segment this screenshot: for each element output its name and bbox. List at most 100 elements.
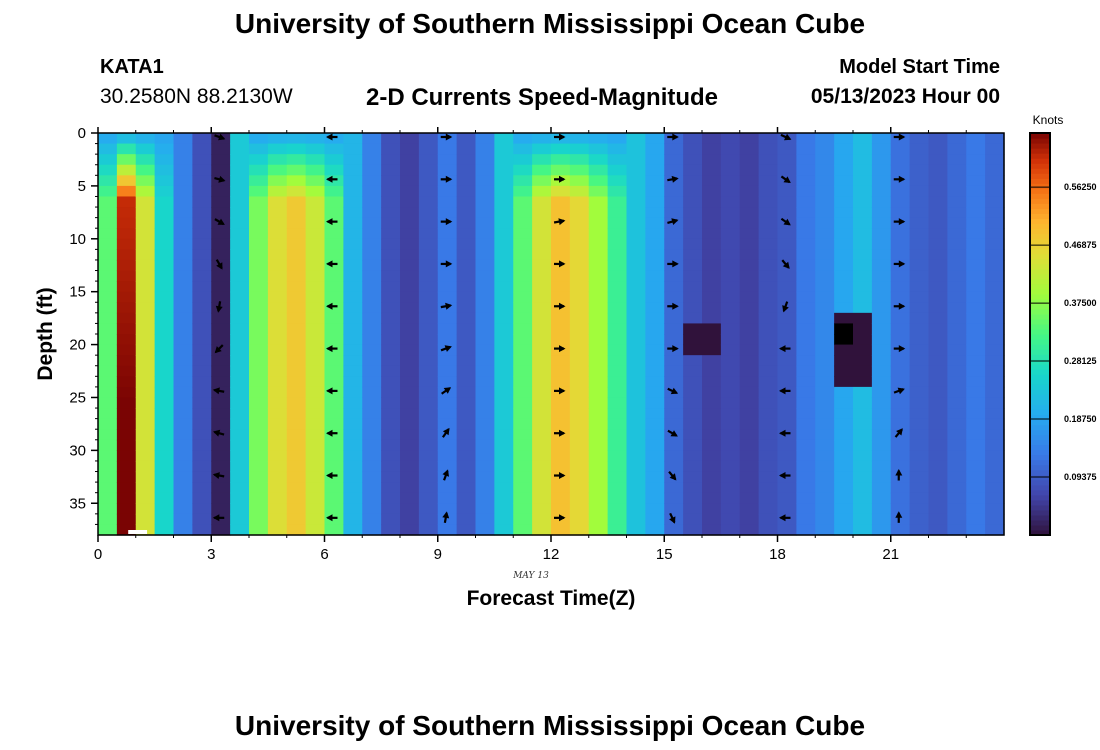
- heatmap-cell: [551, 439, 571, 451]
- heatmap-cell: [720, 355, 741, 367]
- heatmap-cell: [758, 397, 779, 409]
- heatmap-cell: [909, 238, 930, 250]
- heatmap-cell: [286, 450, 307, 462]
- heatmap-cell: [513, 270, 533, 282]
- heatmap-cell: [267, 334, 288, 346]
- heatmap-cell: [532, 503, 552, 515]
- heatmap-cell: [98, 439, 118, 451]
- heatmap-cell: [305, 460, 326, 473]
- heatmap-cell: [720, 460, 741, 473]
- heatmap-cell: [871, 471, 892, 483]
- heatmap-cell: [928, 513, 948, 526]
- heatmap-cell: [966, 376, 986, 388]
- heatmap-cell: [211, 355, 231, 367]
- heatmap-cell: [588, 492, 609, 504]
- heatmap-cell: [853, 408, 873, 420]
- heatmap-cell: [98, 164, 118, 176]
- heatmap-cell: [815, 196, 835, 208]
- heatmap-cell: [249, 259, 269, 272]
- heatmap-cell: [362, 418, 382, 430]
- heatmap-cell: [702, 460, 722, 473]
- heatmap-cell: [569, 217, 590, 229]
- heatmap-cell: [871, 238, 892, 250]
- heatmap-cell: [569, 397, 590, 409]
- colorbar-segment: [1030, 273, 1050, 280]
- heatmap-cell: [853, 492, 873, 504]
- heatmap-cell: [456, 376, 477, 388]
- heatmap-cell: [211, 376, 231, 388]
- heatmap-cell: [569, 492, 590, 504]
- heatmap-cell: [362, 196, 382, 208]
- heatmap-cell: [211, 397, 231, 409]
- current-vector-arrow: [779, 345, 791, 353]
- heatmap-cell: [720, 450, 741, 462]
- heatmap-cell: [777, 471, 797, 483]
- heatmap-cell: [116, 238, 137, 250]
- heatmap-cell: [683, 450, 703, 462]
- heatmap-cell: [720, 143, 741, 155]
- heatmap-cell: [947, 175, 967, 187]
- heatmap-cell: [475, 302, 495, 314]
- heatmap-cell: [683, 397, 703, 409]
- y-tick-label: 30: [69, 442, 86, 459]
- heatmap-cell: [513, 175, 533, 187]
- heatmap-cell: [324, 429, 344, 441]
- colorbar-segment: [1030, 349, 1050, 355]
- heatmap-cell: [551, 196, 571, 208]
- current-vector-arrow: [213, 429, 225, 437]
- heatmap-cell: [739, 524, 760, 536]
- heatmap-cell: [305, 418, 326, 430]
- heatmap-cell: [381, 207, 401, 219]
- heatmap-cell: [834, 439, 854, 451]
- heatmap-cell: [381, 291, 401, 303]
- heatmap-cell: [400, 429, 420, 441]
- heatmap-cell: [418, 249, 439, 261]
- heatmap-cell: [720, 323, 741, 335]
- heatmap-cell: [626, 429, 646, 441]
- heatmap-cell: [985, 270, 1005, 282]
- heatmap-cell: [588, 185, 609, 198]
- heatmap-cell: [702, 302, 722, 314]
- heatmap-cell: [720, 217, 741, 229]
- heatmap-cell: [702, 270, 722, 282]
- heatmap-cell: [418, 133, 439, 145]
- heatmap-cell: [909, 270, 930, 282]
- heatmap-cell: [249, 386, 269, 399]
- heatmap-cell: [777, 450, 797, 462]
- colorbar-segment: [1030, 364, 1050, 370]
- heatmap-cell: [966, 397, 986, 409]
- heatmap-cell: [532, 492, 552, 504]
- current-vector-arrow: [895, 469, 903, 481]
- heatmap-cell: [947, 143, 967, 155]
- heatmap-cell: [532, 217, 552, 229]
- heatmap-cell: [834, 365, 854, 377]
- colorbar-segment: [1030, 238, 1050, 245]
- heatmap-cell: [645, 376, 665, 388]
- heatmap-cell: [626, 302, 646, 314]
- heatmap-cell: [683, 185, 703, 198]
- heatmap-cell: [532, 133, 552, 145]
- heatmap-cell: [418, 312, 439, 325]
- heatmap-cell: [249, 355, 269, 367]
- heatmap-cell: [173, 482, 193, 494]
- heatmap-cell: [645, 344, 665, 356]
- heatmap-cell: [513, 408, 533, 420]
- current-vector-arrow: [667, 302, 679, 310]
- heatmap-cell: [154, 503, 175, 515]
- heatmap-cell: [532, 397, 552, 409]
- heatmap-cell: [890, 355, 911, 367]
- heatmap-cell: [758, 323, 779, 335]
- heatmap-cell: [116, 259, 137, 272]
- heatmap-cell: [381, 133, 401, 145]
- heatmap-cell: [192, 154, 212, 166]
- heatmap-cell: [702, 154, 722, 166]
- heatmap-cell: [437, 418, 458, 430]
- current-vector-arrow: [667, 429, 678, 437]
- heatmap-cell: [135, 175, 156, 187]
- heatmap-cell: [362, 376, 382, 388]
- heatmap-cell: [211, 270, 231, 282]
- heatmap-cell: [664, 196, 684, 208]
- heatmap-cell: [98, 386, 118, 399]
- heatmap-cell: [909, 302, 930, 314]
- heatmap-cell: [815, 175, 835, 187]
